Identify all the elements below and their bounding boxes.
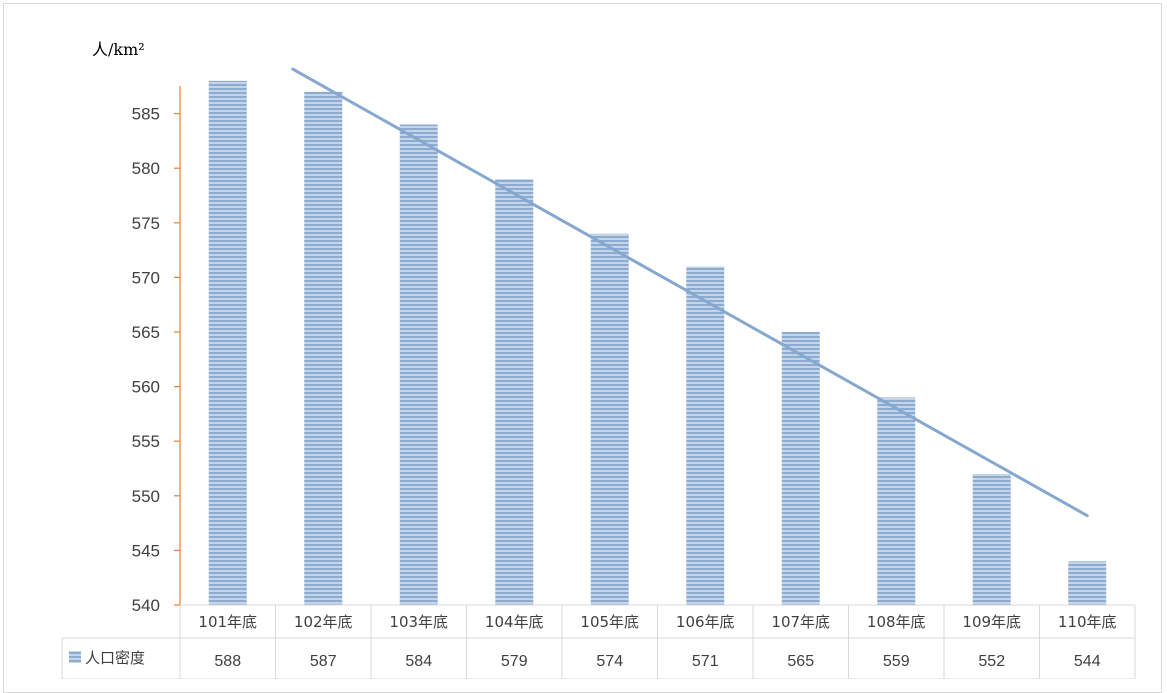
y-tick-label-560: 560 xyxy=(132,378,160,397)
x-category-label-109年底: 109年底 xyxy=(962,613,1021,631)
table-value-110年底: 544 xyxy=(1074,653,1101,670)
y-tick-label-545: 545 xyxy=(132,541,160,560)
y-tick-label-570: 570 xyxy=(132,268,160,287)
table-value-102年底: 587 xyxy=(310,653,337,670)
x-category-label-110年底: 110年底 xyxy=(1058,613,1117,631)
y-tick-label-550: 550 xyxy=(132,487,160,506)
bar-109年底 xyxy=(972,473,1011,605)
legend-swatch xyxy=(69,651,81,663)
x-category-label-107年底: 107年底 xyxy=(771,613,830,631)
table-value-108年底: 559 xyxy=(883,653,910,670)
bar-101年底 xyxy=(208,80,247,606)
bar-108年底 xyxy=(877,397,916,605)
y-tick-label-540: 540 xyxy=(132,596,160,615)
bar-105年底 xyxy=(590,233,629,605)
trendline-group xyxy=(291,67,1089,518)
y-tick-label-580: 580 xyxy=(132,159,160,178)
data-table: 101年底 102年底 103年底 104年底 105年底 106年底 107年底 108年底… xyxy=(61,604,1136,679)
y-tick-label-555: 555 xyxy=(132,432,160,451)
y-tick-label-565: 565 xyxy=(132,323,160,342)
x-category-label-104年底: 104年底 xyxy=(485,613,544,631)
y-axis: 540 545 550 555 560 565 570 575 580 585 xyxy=(132,86,181,615)
bar-102年底 xyxy=(304,91,343,605)
bar-103年底 xyxy=(399,124,438,606)
x-category-label-106年底: 106年底 xyxy=(676,613,735,631)
bars-group xyxy=(208,80,1107,606)
table-value-106年底: 571 xyxy=(692,653,719,670)
y-tick-label-575: 575 xyxy=(132,214,160,233)
table-value-107年底: 565 xyxy=(787,653,814,670)
chart-container: 人/km² 540 545 550 555 560 565 570 575 580 585 101… xyxy=(3,3,1162,693)
y-axis-unit-label: 人/km² xyxy=(92,40,145,59)
bar-110年底 xyxy=(1068,561,1107,605)
chart-svg: 人/km² 540 545 550 555 560 565 570 575 580 585 101… xyxy=(61,40,1136,679)
table-value-103年底: 584 xyxy=(405,653,432,670)
bar-106年底 xyxy=(686,266,725,605)
x-category-label-101年底: 101年底 xyxy=(198,613,257,631)
legend-series-name: 人口密度 xyxy=(85,649,145,667)
table-value-105年底: 574 xyxy=(596,653,623,670)
bar-104年底 xyxy=(495,179,534,605)
x-category-label-102年底: 102年底 xyxy=(294,613,353,631)
table-value-101年底: 588 xyxy=(214,653,241,670)
table-value-104年底: 579 xyxy=(501,653,528,670)
x-category-label-103年底: 103年底 xyxy=(389,613,448,631)
x-category-label-108年底: 108年底 xyxy=(867,613,926,631)
bar-107年底 xyxy=(781,332,820,605)
table-value-109年底: 552 xyxy=(978,653,1005,670)
trendline xyxy=(291,67,1089,518)
x-category-label-105年底: 105年底 xyxy=(580,613,639,631)
y-tick-label-585: 585 xyxy=(132,105,160,124)
